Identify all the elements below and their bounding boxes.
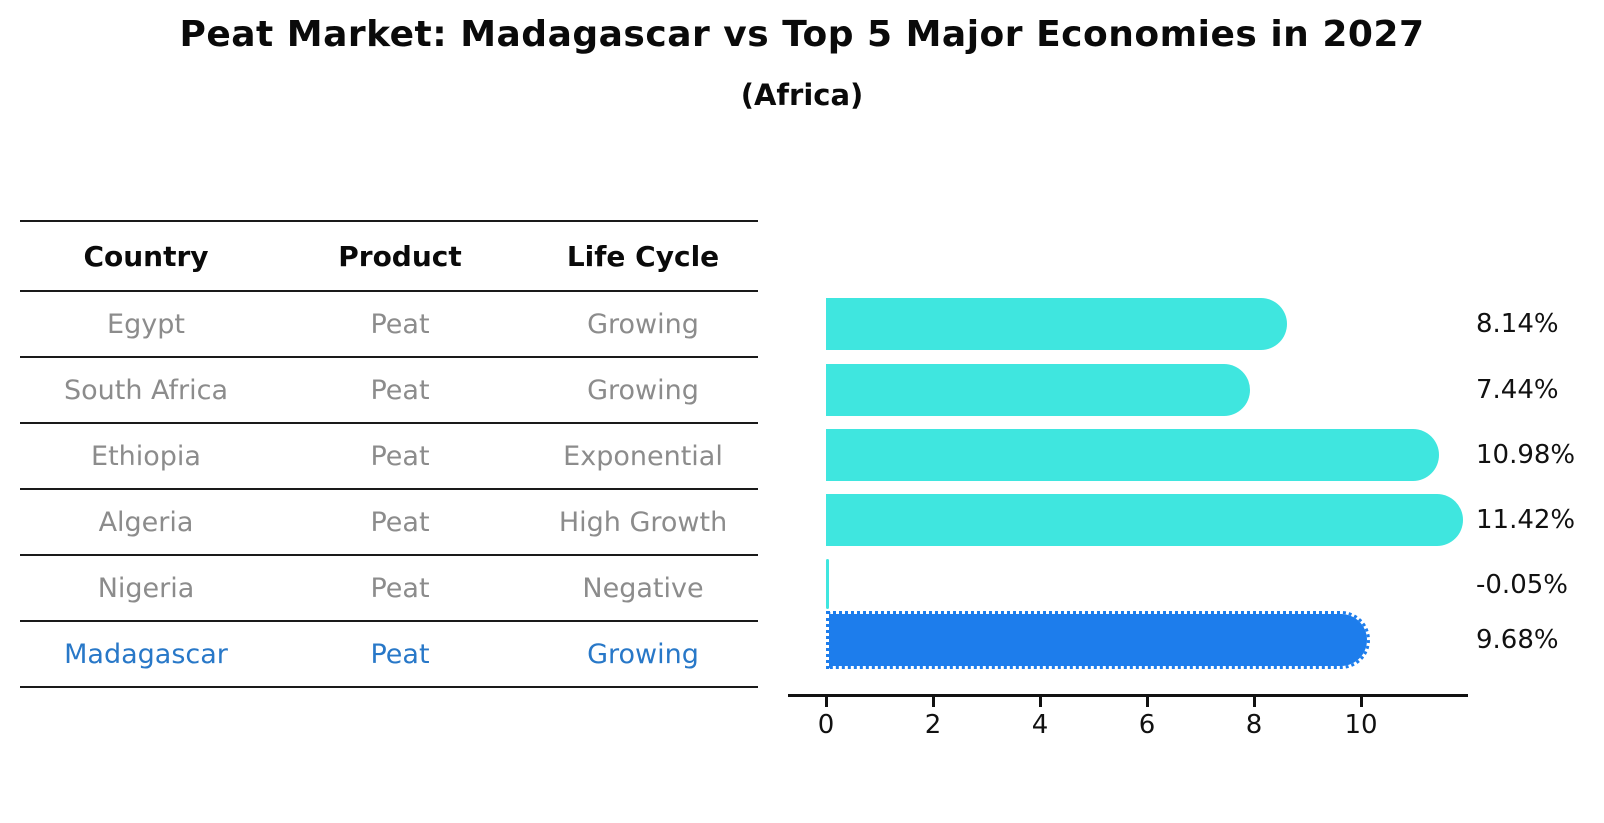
country-cell: Ethiopia (91, 440, 201, 472)
product-cell: Peat (370, 374, 430, 406)
product-cell: Peat (370, 572, 430, 604)
x-axis-tick (825, 697, 828, 707)
value-label: 9.68% (1476, 625, 1559, 655)
table-row: Egypt Peat Growing (20, 292, 758, 358)
x-axis-tick-label: 2 (924, 710, 942, 740)
column-header-product: Product (338, 239, 462, 273)
x-axis-tick (1039, 697, 1042, 707)
product-cell: Peat (370, 308, 430, 340)
bar-algeria (826, 494, 1463, 546)
x-axis-tick-label: 0 (817, 710, 835, 740)
value-label: -0.05% (1476, 570, 1568, 600)
x-axis-line (788, 694, 1468, 697)
life-cycle-cell: Negative (582, 572, 704, 604)
x-axis-tick (932, 697, 935, 707)
value-label: 11.42% (1476, 505, 1576, 535)
x-axis-tick-label: 6 (1138, 710, 1156, 740)
x-axis-tick-label: 8 (1245, 710, 1263, 740)
country-cell: Nigeria (97, 572, 195, 604)
page-title: Peat Market: Madagascar vs Top 5 Major E… (179, 14, 1425, 55)
x-axis-tick-label: 4 (1031, 710, 1049, 740)
table-row: Algeria Peat High Growth (20, 490, 758, 556)
country-cell: South Africa (63, 374, 229, 406)
bar-south-africa (826, 364, 1250, 416)
life-cycle-cell: High Growth (558, 506, 728, 538)
bar-madagascar-highlighted (826, 611, 1370, 669)
life-cycle-cell: Growing (587, 638, 699, 670)
country-table: Country Product Life Cycle Egypt Peat Gr… (20, 220, 758, 688)
product-cell: Peat (370, 506, 430, 538)
x-axis-tick (1253, 697, 1256, 707)
table-row: South Africa Peat Growing (20, 358, 758, 424)
country-cell: Madagascar (64, 638, 228, 670)
life-cycle-cell: Exponential (563, 440, 723, 472)
country-cell: Egypt (107, 308, 185, 340)
life-cycle-cell: Growing (587, 308, 699, 340)
life-cycle-cell: Growing (587, 374, 699, 406)
value-label: 10.98% (1476, 440, 1576, 470)
x-axis-tick (1360, 697, 1363, 707)
value-label: 7.44% (1476, 375, 1559, 405)
column-header-country: Country (83, 239, 209, 273)
page-subtitle: (Africa) (740, 78, 864, 112)
product-cell: Peat (370, 440, 430, 472)
bar-ethiopia (826, 429, 1439, 481)
table-row: Ethiopia Peat Exponential (20, 424, 758, 490)
table-row-madagascar-highlighted: Madagascar Peat Growing (20, 622, 758, 688)
bar-nigeria (826, 559, 829, 609)
bar-egypt (826, 298, 1287, 350)
table-header-row: Country Product Life Cycle (20, 222, 758, 292)
x-axis-tick-label: 10 (1344, 710, 1378, 740)
x-axis-tick (1146, 697, 1149, 707)
product-cell: Peat (370, 638, 430, 670)
country-cell: Algeria (98, 506, 194, 538)
value-label: 8.14% (1476, 309, 1559, 339)
table-row: Nigeria Peat Negative (20, 556, 758, 622)
column-header-life-cycle: Life Cycle (566, 239, 720, 273)
